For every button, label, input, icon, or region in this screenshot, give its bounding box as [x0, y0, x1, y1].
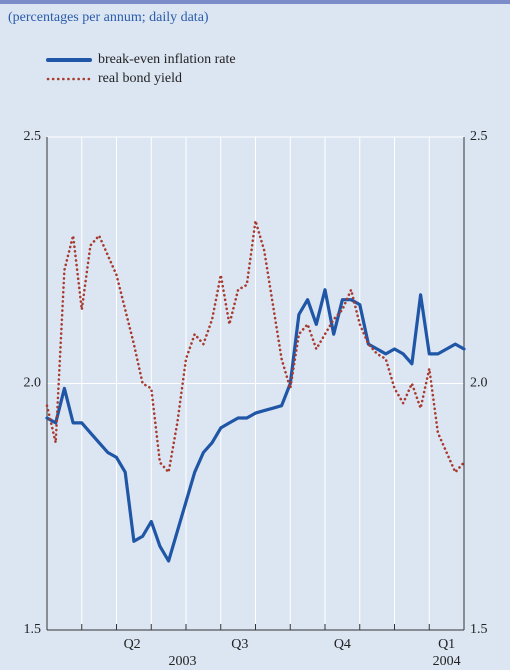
series-line: [45, 219, 466, 474]
y2-tick-label: 2.0: [470, 376, 488, 391]
x-tick-label: Q4: [334, 637, 351, 652]
y2-tick-label: 1.5: [470, 622, 488, 637]
year-label: 2004: [433, 654, 461, 669]
x-tick-label: Q1: [438, 637, 455, 652]
y2-tick-label: 2.5: [470, 129, 488, 144]
top-bar: [0, 0, 510, 4]
x-tick-label: Q2: [124, 637, 141, 652]
year-label: 2003: [169, 654, 197, 669]
series-line: [45, 288, 466, 563]
x-tick-label: Q3: [231, 637, 248, 652]
legend-label: break-even inflation rate: [98, 52, 236, 67]
y-tick-label: 2.0: [24, 376, 42, 391]
y-tick-label: 1.5: [24, 622, 42, 637]
y-tick-label: 2.5: [24, 129, 42, 144]
subtitle: (percentages per annum; daily data): [8, 10, 209, 25]
legend-label: real bond yield: [98, 71, 182, 86]
